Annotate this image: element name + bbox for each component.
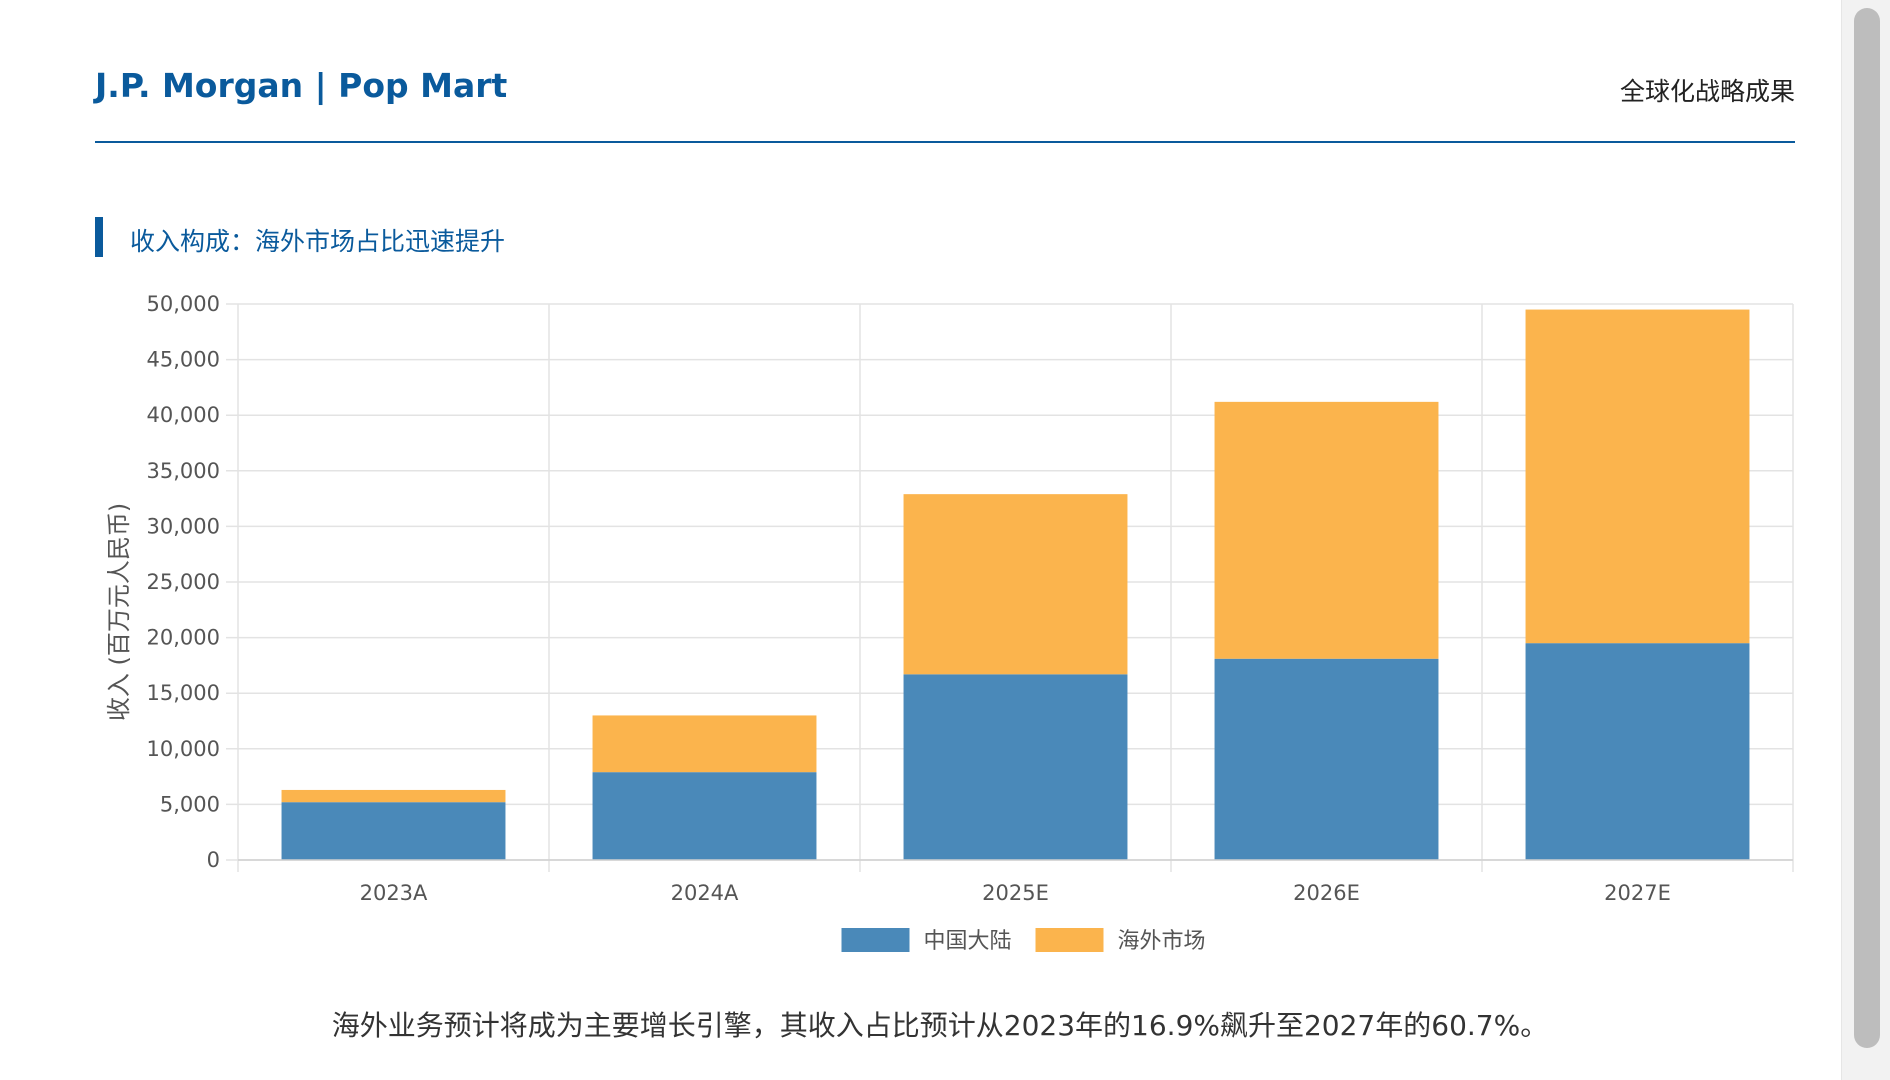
legend-swatch-overseas bbox=[1035, 928, 1104, 952]
y-tick-label: 10,000 bbox=[147, 737, 220, 761]
bar-overseas bbox=[281, 789, 506, 803]
x-tick-label: 2023A bbox=[360, 881, 428, 905]
bar-mainland bbox=[1214, 658, 1439, 860]
section-title: 收入构成：海外市场占比迅速提升 bbox=[130, 227, 506, 256]
bar-mainland bbox=[903, 674, 1128, 860]
y-tick-label: 20,000 bbox=[147, 626, 220, 650]
y-tick-label: 25,000 bbox=[147, 570, 220, 594]
header-section-label: 全球化战略成果 bbox=[1619, 77, 1795, 106]
x-tick-label: 2024A bbox=[671, 881, 739, 905]
chart-caption: 海外业务预计将成为主要增长引擎，其收入占比预计从2023年的16.9%飙升至20… bbox=[331, 1009, 1549, 1042]
x-tick-label: 2027E bbox=[1604, 881, 1671, 905]
legend-swatch-mainland bbox=[841, 928, 910, 952]
y-tick-label: 45,000 bbox=[147, 348, 220, 372]
y-axis-title: 收入 (百万元人民币) bbox=[105, 503, 133, 721]
y-tick-label: 40,000 bbox=[147, 403, 220, 427]
x-tick-label: 2026E bbox=[1293, 881, 1360, 905]
header-title: J.P. Morgan | Pop Mart bbox=[95, 66, 508, 105]
y-tick-label: 15,000 bbox=[147, 681, 220, 705]
bar-overseas bbox=[903, 494, 1128, 675]
stacked-bar-chart: 0 5,000 10,000 15,000 20,000 25,000 30,000 35,0… bbox=[105, 292, 1794, 954]
bar-overseas bbox=[1214, 401, 1439, 659]
scrollbar-thumb[interactable] bbox=[1854, 8, 1880, 1048]
bar-overseas bbox=[592, 715, 817, 773]
bar-mainland bbox=[1525, 643, 1750, 860]
bar-mainland bbox=[281, 802, 506, 860]
bar-overseas bbox=[1525, 309, 1750, 644]
x-tick-label: 2025E bbox=[982, 881, 1049, 905]
legend-label-mainland: 中国大陆 bbox=[924, 929, 1012, 954]
section-accent-bar bbox=[95, 217, 103, 257]
header-divider bbox=[95, 141, 1795, 143]
y-tick-label: 0 bbox=[207, 848, 220, 872]
y-tick-label: 30,000 bbox=[147, 514, 220, 538]
scrollbar-track[interactable] bbox=[1841, 0, 1890, 1080]
y-tick-label: 35,000 bbox=[147, 459, 220, 483]
y-tick-label: 50,000 bbox=[147, 292, 220, 316]
legend-label-overseas: 海外市场 bbox=[1118, 929, 1206, 954]
y-tick-label: 5,000 bbox=[160, 792, 220, 816]
bar-mainland bbox=[592, 772, 817, 860]
